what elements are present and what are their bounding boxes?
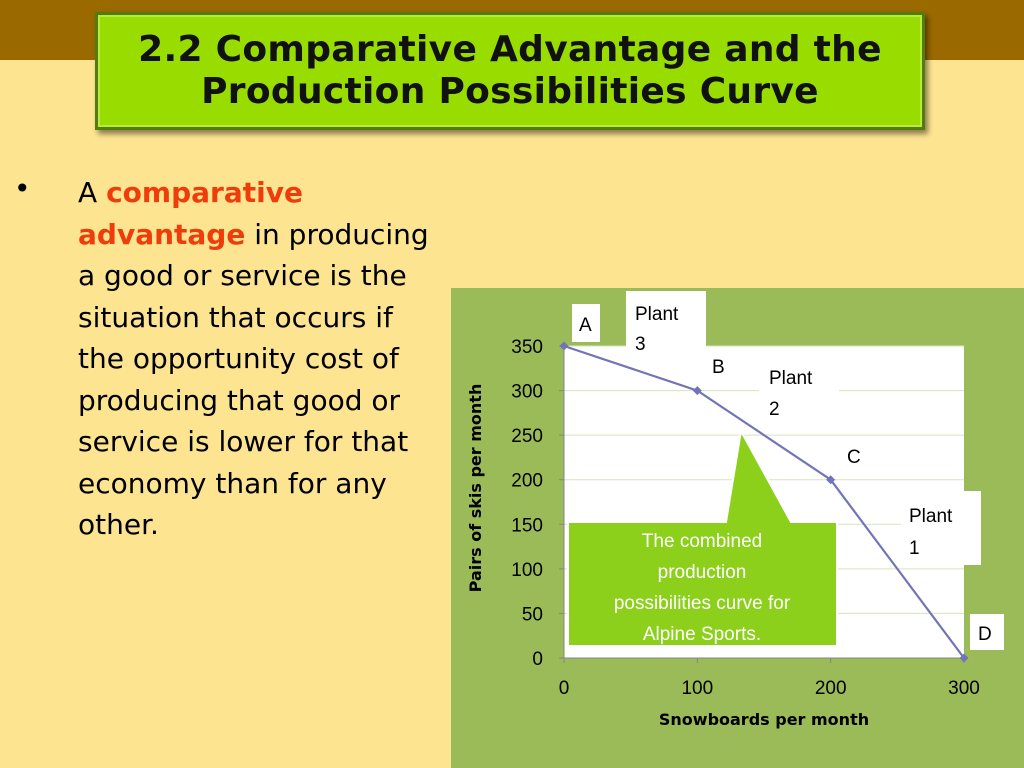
x-axis-title: Snowboards per month — [659, 710, 869, 729]
data-point-c — [826, 475, 836, 485]
series — [559, 341, 969, 663]
plant-1-box — [901, 491, 981, 565]
chart-panel: 0 50 100 150 200 250 300 350 0 100 200 300 Pairs o… — [451, 288, 1024, 768]
callout-line-2: production — [658, 562, 747, 583]
callout-box — [567, 427, 838, 647]
page-title-line-1: 2.2 Comparative Advantage and the — [138, 29, 882, 70]
y-tick-label: 250 — [511, 426, 543, 447]
page-title-line-2: Production Possibilities Curve — [201, 71, 819, 112]
bullet-text-body: in producing a good or service is the si… — [78, 217, 429, 542]
x-tick-label: 0 — [559, 678, 570, 699]
y-tick-label: 300 — [511, 382, 543, 403]
point-label-c: C — [847, 447, 861, 468]
bullet-text-lead: A — [78, 176, 107, 209]
point-label-d-box — [970, 614, 1004, 650]
y-tick-label: 150 — [511, 515, 543, 536]
plant-3-label-line2: 3 — [635, 334, 646, 355]
data-point-d — [959, 653, 969, 663]
highlight-term: comparative advantage — [78, 176, 303, 251]
ppc-chart: 0 50 100 150 200 250 300 350 0 100 200 300 Pairs o… — [466, 291, 1004, 729]
y-tick-label: 100 — [511, 560, 543, 581]
x-tick-label: 100 — [681, 678, 713, 699]
point-label-c-box — [840, 440, 870, 472]
x-tick-label: 300 — [948, 678, 980, 699]
plant-3-box — [626, 291, 706, 353]
y-tick-label: 0 — [532, 649, 543, 670]
plant-2-label-line1: Plant — [769, 368, 813, 389]
data-point-b — [692, 386, 702, 396]
bullet-marker: • — [14, 172, 31, 205]
data-point-a — [559, 341, 569, 351]
point-label-b-box — [705, 348, 735, 382]
y-axis-title: Pairs of skis per month — [466, 384, 485, 593]
y-tick-label: 200 — [511, 471, 543, 492]
callout-line-4: Alpine Sports. — [643, 624, 761, 645]
point-label-a-box — [572, 304, 600, 342]
title-box: 2.2 Comparative Advantage and the Produc… — [95, 12, 925, 130]
point-label-a: A — [579, 315, 592, 336]
callout-line-3: possibilities curve for — [614, 593, 791, 614]
x-tick-labels: 0 100 200 300 — [559, 678, 980, 699]
plant-1-label-line1: Plant — [909, 506, 953, 527]
x-tick-label: 200 — [815, 678, 847, 699]
y-tick-label: 350 — [511, 337, 543, 358]
point-label-b: B — [712, 357, 725, 378]
plant-1-label-line2: 1 — [909, 538, 920, 559]
plant-2-box — [759, 361, 839, 423]
plant-2-label-line2: 2 — [769, 399, 780, 420]
y-tick-label: 50 — [522, 604, 543, 625]
bullet-text: A comparative advantage in producing a g… — [78, 172, 440, 546]
y-tick-labels: 0 50 100 150 200 250 300 350 — [511, 337, 543, 670]
point-label-d: D — [978, 624, 992, 645]
plant-3-label-line1: Plant — [635, 304, 679, 325]
callout-line-1: The combined — [642, 531, 762, 552]
ppc-line — [563, 344, 965, 659]
